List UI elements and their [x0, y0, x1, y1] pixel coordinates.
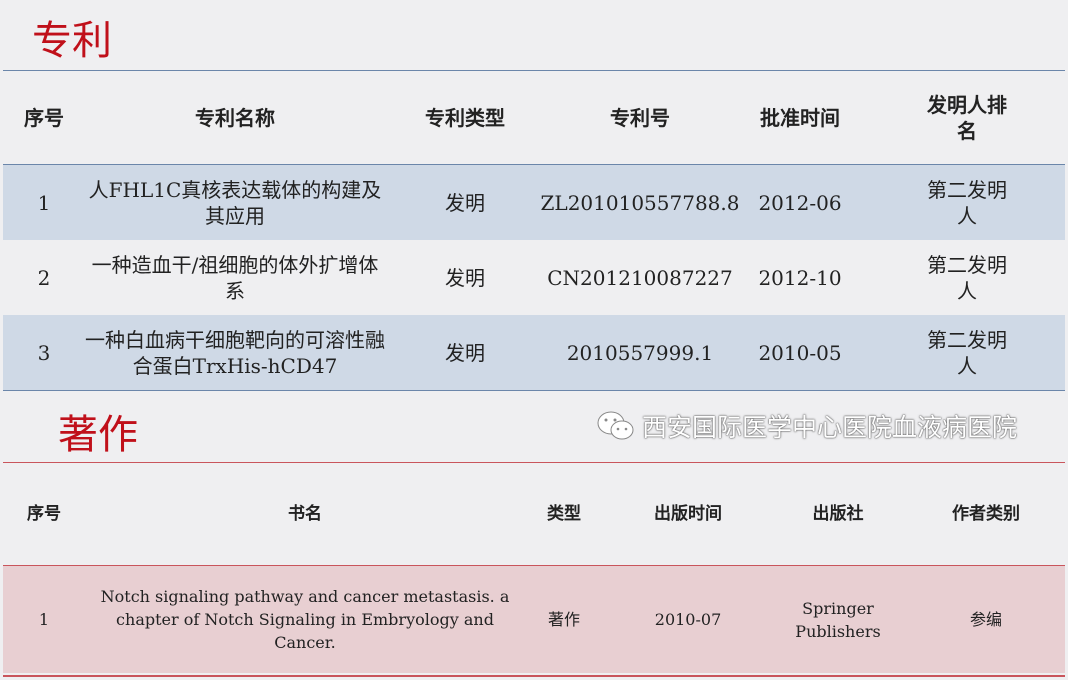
books-title: 著作: [58, 412, 138, 458]
header-date: 批准时间: [760, 105, 840, 130]
patent-date: 2012-10: [758, 265, 842, 290]
patent-number: 2010557999.1: [566, 340, 714, 365]
patents-header-row: 序号 专利名称 专利类型 专利号 批准时间 发明人排名: [3, 71, 1065, 165]
patent-rank: 第二发明人: [927, 327, 1007, 378]
patent-date: 2010-05: [758, 340, 842, 365]
header-pub-date: 出版时间: [654, 503, 722, 524]
patent-index: 2: [37, 265, 51, 290]
patent-row: 1 人FHL1C真核表达载体的构建及其应用 发明 ZL201010557788.8 20…: [3, 165, 1065, 240]
patents-title: 专利: [32, 18, 112, 64]
header-rank: 发明人排名: [927, 92, 1007, 143]
patent-name: 人FHL1C真核表达载体的构建及其应用: [88, 177, 382, 228]
header-book-name: 书名: [288, 503, 322, 524]
patent-row: 3 一种白血病干细胞靶向的可溶性融合蛋白TrxHis-hCD47 发明 2010557…: [3, 315, 1065, 390]
book-row: 1 Notch signaling pathway and cancer met…: [3, 566, 1065, 673]
patent-rank: 第二发明人: [927, 252, 1007, 303]
patent-index: 1: [37, 190, 51, 215]
books-table: 序号 书名 类型 出版时间 出版社 作者类别 1 Notch signaling…: [3, 462, 1065, 677]
patent-type: 发明: [445, 340, 485, 365]
patent-rank: 第二发明人: [927, 177, 1007, 228]
header-number: 专利号: [610, 105, 670, 130]
patent-number: ZL201010557788.8: [540, 190, 740, 215]
book-name: Notch signaling pathway and cancer metas…: [100, 587, 510, 652]
patent-type: 发明: [445, 265, 485, 290]
patent-index: 3: [37, 340, 51, 365]
book-author-role: 参编: [969, 610, 1003, 629]
patent-name: 一种白血病干细胞靶向的可溶性融合蛋白TrxHis-hCD47: [85, 327, 385, 378]
book-pub-date: 2010-07: [654, 610, 722, 629]
header-index: 序号: [27, 503, 61, 524]
header-type: 专利类型: [425, 105, 505, 130]
patent-type: 发明: [445, 190, 485, 215]
books-header-row: 序号 书名 类型 出版时间 出版社 作者类别: [3, 463, 1065, 566]
wechat-icon: [597, 411, 634, 440]
patent-number: CN201210087227: [547, 265, 733, 290]
book-index: 1: [38, 610, 50, 629]
watermark-text: 西安国际医学中心医院血液病医院: [642, 413, 1018, 442]
patent-date: 2012-06: [758, 190, 842, 215]
header-author-role: 作者类别: [952, 503, 1020, 524]
header-type: 类型: [547, 503, 581, 524]
book-type: 著作: [547, 610, 581, 629]
watermark: 西安国际医学中心医院血液病医院: [596, 408, 1017, 444]
patent-name: 一种造血干/祖细胞的体外扩增体系: [91, 252, 379, 303]
header-index: 序号: [24, 105, 64, 130]
patents-table: 序号 专利名称 专利类型 专利号 批准时间 发明人排名 1 人FHL1C真核表达载…: [3, 70, 1065, 391]
header-publisher: 出版社: [812, 503, 864, 524]
header-name: 专利名称: [195, 105, 275, 130]
book-publisher: Springer Publishers: [795, 598, 881, 641]
patent-row: 2 一种造血干/祖细胞的体外扩增体系 发明 CN201210087227 2012-10…: [3, 240, 1065, 315]
